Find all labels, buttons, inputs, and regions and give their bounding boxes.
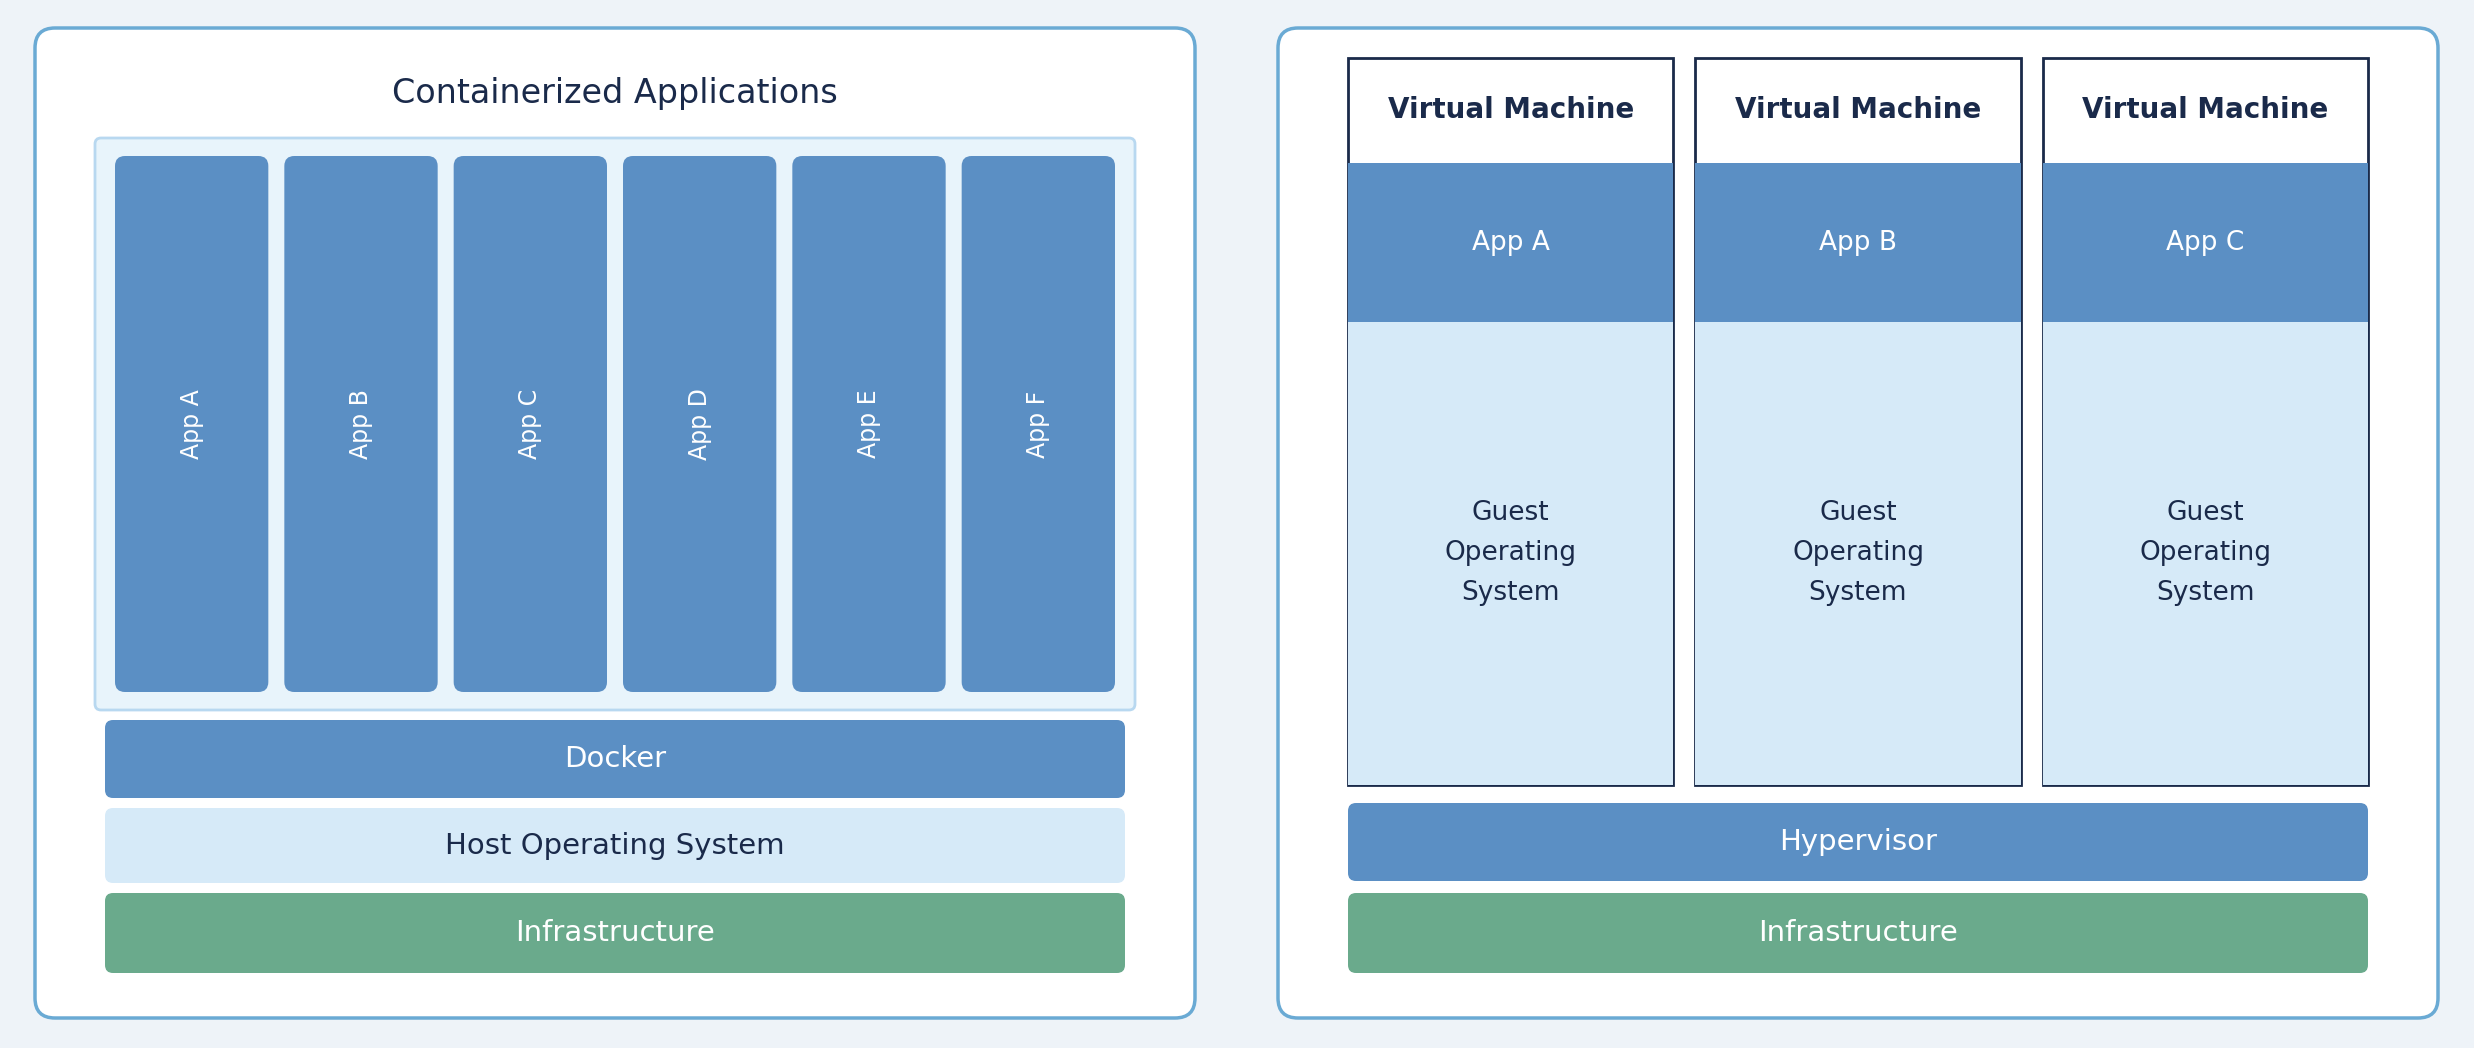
Bar	[1695, 163, 2021, 322]
Bar	[1348, 322, 1672, 785]
Text: Guest
Operating
System: Guest Operating System	[2140, 501, 2271, 607]
Text: Virtual Machine: Virtual Machine	[1388, 96, 1633, 125]
Text: Containerized Applications: Containerized Applications	[391, 77, 839, 109]
Text: Guest
Operating
System: Guest Operating System	[1445, 501, 1576, 607]
FancyBboxPatch shape	[453, 156, 606, 692]
FancyBboxPatch shape	[1348, 803, 2368, 881]
Bar	[2044, 322, 2368, 785]
FancyBboxPatch shape	[104, 720, 1126, 798]
Bar	[1348, 58, 1672, 785]
FancyBboxPatch shape	[94, 138, 1136, 709]
FancyBboxPatch shape	[792, 156, 945, 692]
Text: App C: App C	[520, 389, 542, 459]
Bar	[1348, 163, 1672, 322]
Text: App E: App E	[856, 390, 881, 458]
Text: App A: App A	[181, 389, 203, 459]
Text: Infrastructure: Infrastructure	[515, 919, 715, 947]
Text: App B: App B	[349, 389, 374, 459]
Text: Host Operating System: Host Operating System	[445, 831, 784, 859]
Text: App A: App A	[1472, 230, 1549, 256]
Text: Virtual Machine: Virtual Machine	[2083, 96, 2328, 125]
FancyBboxPatch shape	[285, 156, 438, 692]
Text: Infrastructure: Infrastructure	[1759, 919, 1957, 947]
FancyBboxPatch shape	[104, 808, 1126, 883]
Text: App B: App B	[1818, 230, 1898, 256]
Text: Hypervisor: Hypervisor	[1779, 828, 1937, 856]
Bar	[2044, 163, 2368, 322]
FancyBboxPatch shape	[104, 893, 1126, 973]
FancyBboxPatch shape	[114, 156, 267, 692]
Text: App C: App C	[2167, 230, 2244, 256]
Bar	[2044, 58, 2368, 785]
Bar	[1695, 58, 2021, 785]
Text: Guest
Operating
System: Guest Operating System	[1791, 501, 1925, 607]
Text: App F: App F	[1027, 390, 1051, 458]
FancyBboxPatch shape	[35, 28, 1195, 1018]
FancyBboxPatch shape	[962, 156, 1116, 692]
Text: App D: App D	[688, 388, 713, 460]
FancyBboxPatch shape	[623, 156, 777, 692]
Text: Docker: Docker	[564, 745, 666, 773]
Text: Virtual Machine: Virtual Machine	[1734, 96, 1982, 125]
FancyBboxPatch shape	[1279, 28, 2437, 1018]
FancyBboxPatch shape	[1348, 893, 2368, 973]
Bar	[1695, 322, 2021, 785]
